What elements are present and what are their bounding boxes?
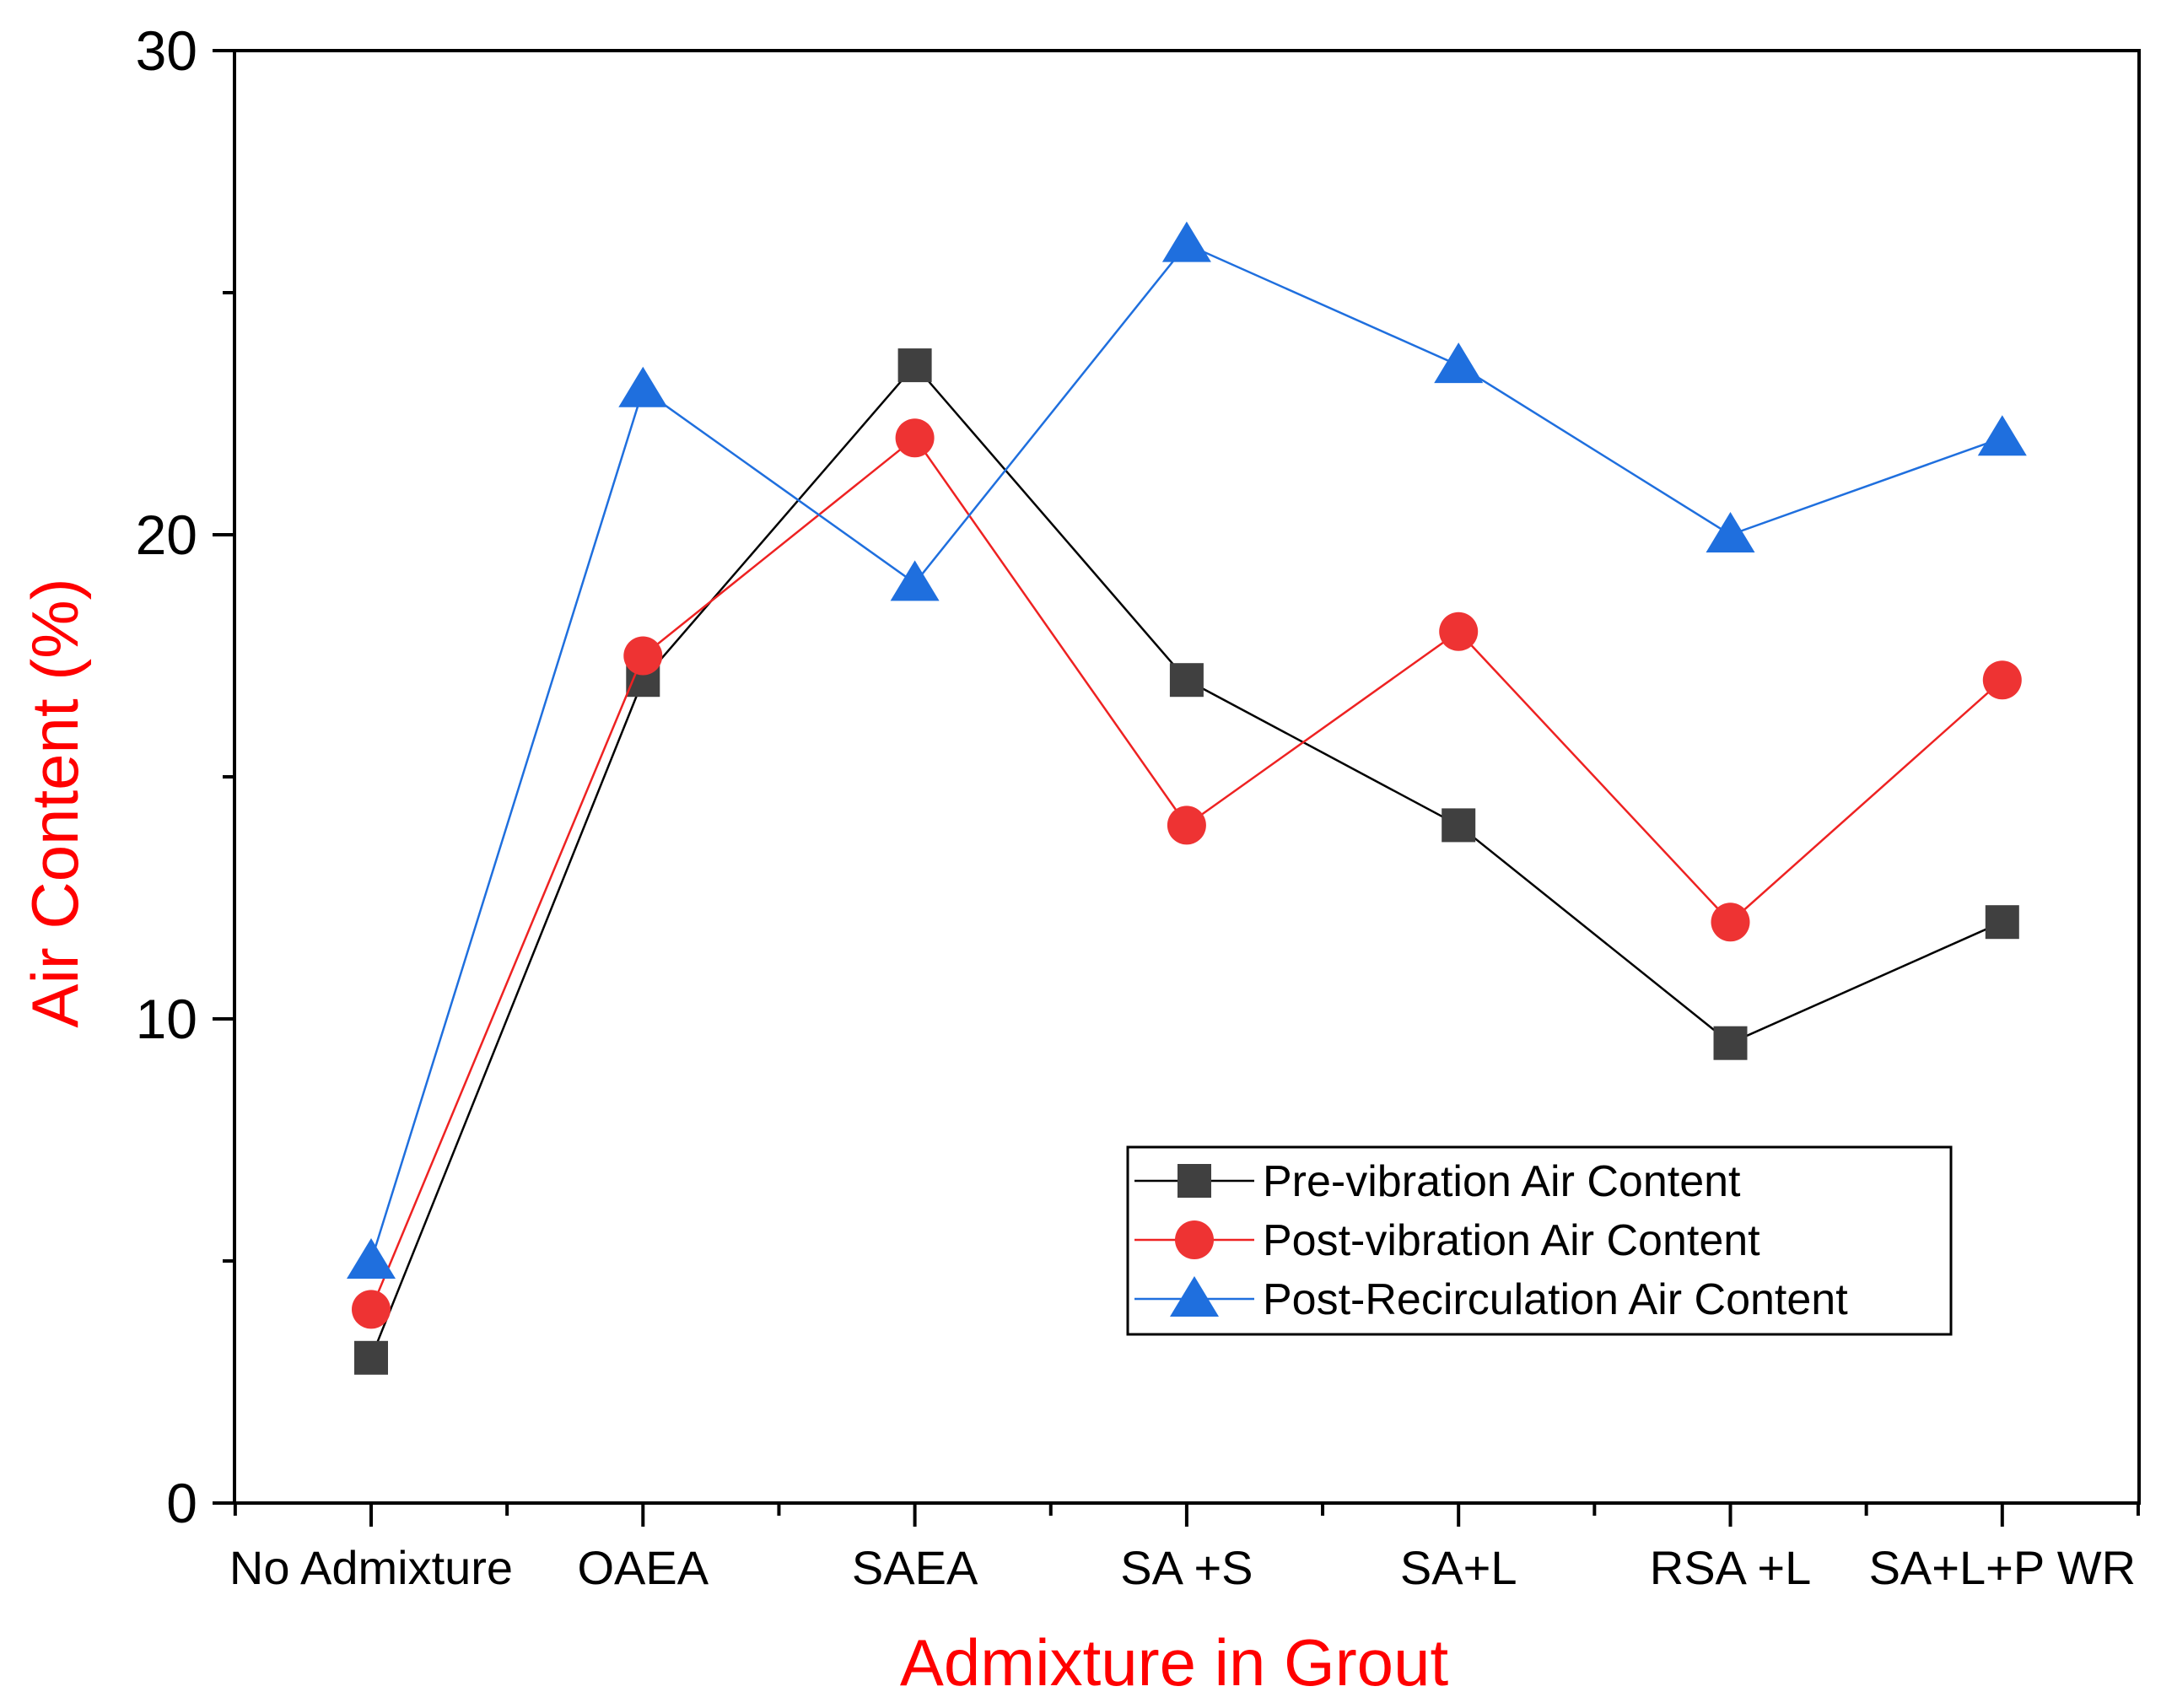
- data-point: [1167, 806, 1206, 845]
- legend-marker: [1170, 1276, 1219, 1317]
- legend-label: Pre-vibration Air Content: [1263, 1157, 1741, 1206]
- data-point: [352, 1290, 391, 1329]
- data-point: [618, 366, 668, 407]
- y-tick-label: 10: [136, 988, 197, 1050]
- series-2: [352, 418, 2022, 1329]
- data-point: [1434, 342, 1484, 384]
- legend-label: Post-Recirculation Air Content: [1263, 1275, 1848, 1324]
- legend-marker: [1175, 1220, 1214, 1259]
- data-point: [354, 1340, 388, 1375]
- data-point: [1169, 663, 1204, 698]
- data-point: [1713, 1026, 1748, 1060]
- x-tick-label: RSA +L: [1650, 1541, 1811, 1594]
- x-tick-label: SA +S: [1120, 1541, 1253, 1594]
- data-point: [1982, 660, 2022, 700]
- data-point: [1161, 221, 1211, 262]
- legend-label: Post-vibration Air Content: [1263, 1216, 1760, 1265]
- data-point: [1977, 415, 2027, 456]
- data-point: [897, 348, 932, 383]
- y-axis-title: Air Content (%): [18, 578, 92, 1027]
- y-tick-label: 0: [166, 1472, 197, 1534]
- data-point: [623, 636, 663, 676]
- data-point: [347, 1238, 396, 1279]
- series-layer: [347, 221, 2027, 1375]
- legend-box: [1126, 1145, 1953, 1336]
- x-tick-label: SA+L: [1400, 1541, 1517, 1594]
- legend-marker: [1178, 1164, 1211, 1198]
- data-point: [1442, 808, 1476, 843]
- data-point: [1439, 612, 1479, 651]
- data-point: [1711, 902, 1750, 942]
- data-point: [1985, 905, 2019, 940]
- data-point: [890, 560, 940, 601]
- y-tick-label: 30: [136, 19, 197, 82]
- x-tick-label: No Admixture: [229, 1541, 513, 1594]
- axes: 0 10 20 30 No Admixture OAEA SAEA SA +S SA+L RSA …: [136, 19, 2141, 1594]
- series-line: [369, 243, 2003, 1262]
- legend: Pre-vibration Air Content Post-vibration …: [1126, 1145, 1953, 1336]
- y-tick-label: 20: [136, 504, 197, 566]
- data-point: [895, 418, 935, 458]
- data-point: [1706, 512, 1755, 552]
- x-axis-title: Admixture in Grout: [900, 1625, 1449, 1700]
- x-tick-label: SA+L+P WR: [1869, 1541, 2136, 1594]
- series-1: [354, 348, 2019, 1375]
- x-tick-label: SAEA: [852, 1541, 978, 1594]
- x-tick-label: OAEA: [577, 1541, 709, 1594]
- series-3: [347, 221, 2027, 1279]
